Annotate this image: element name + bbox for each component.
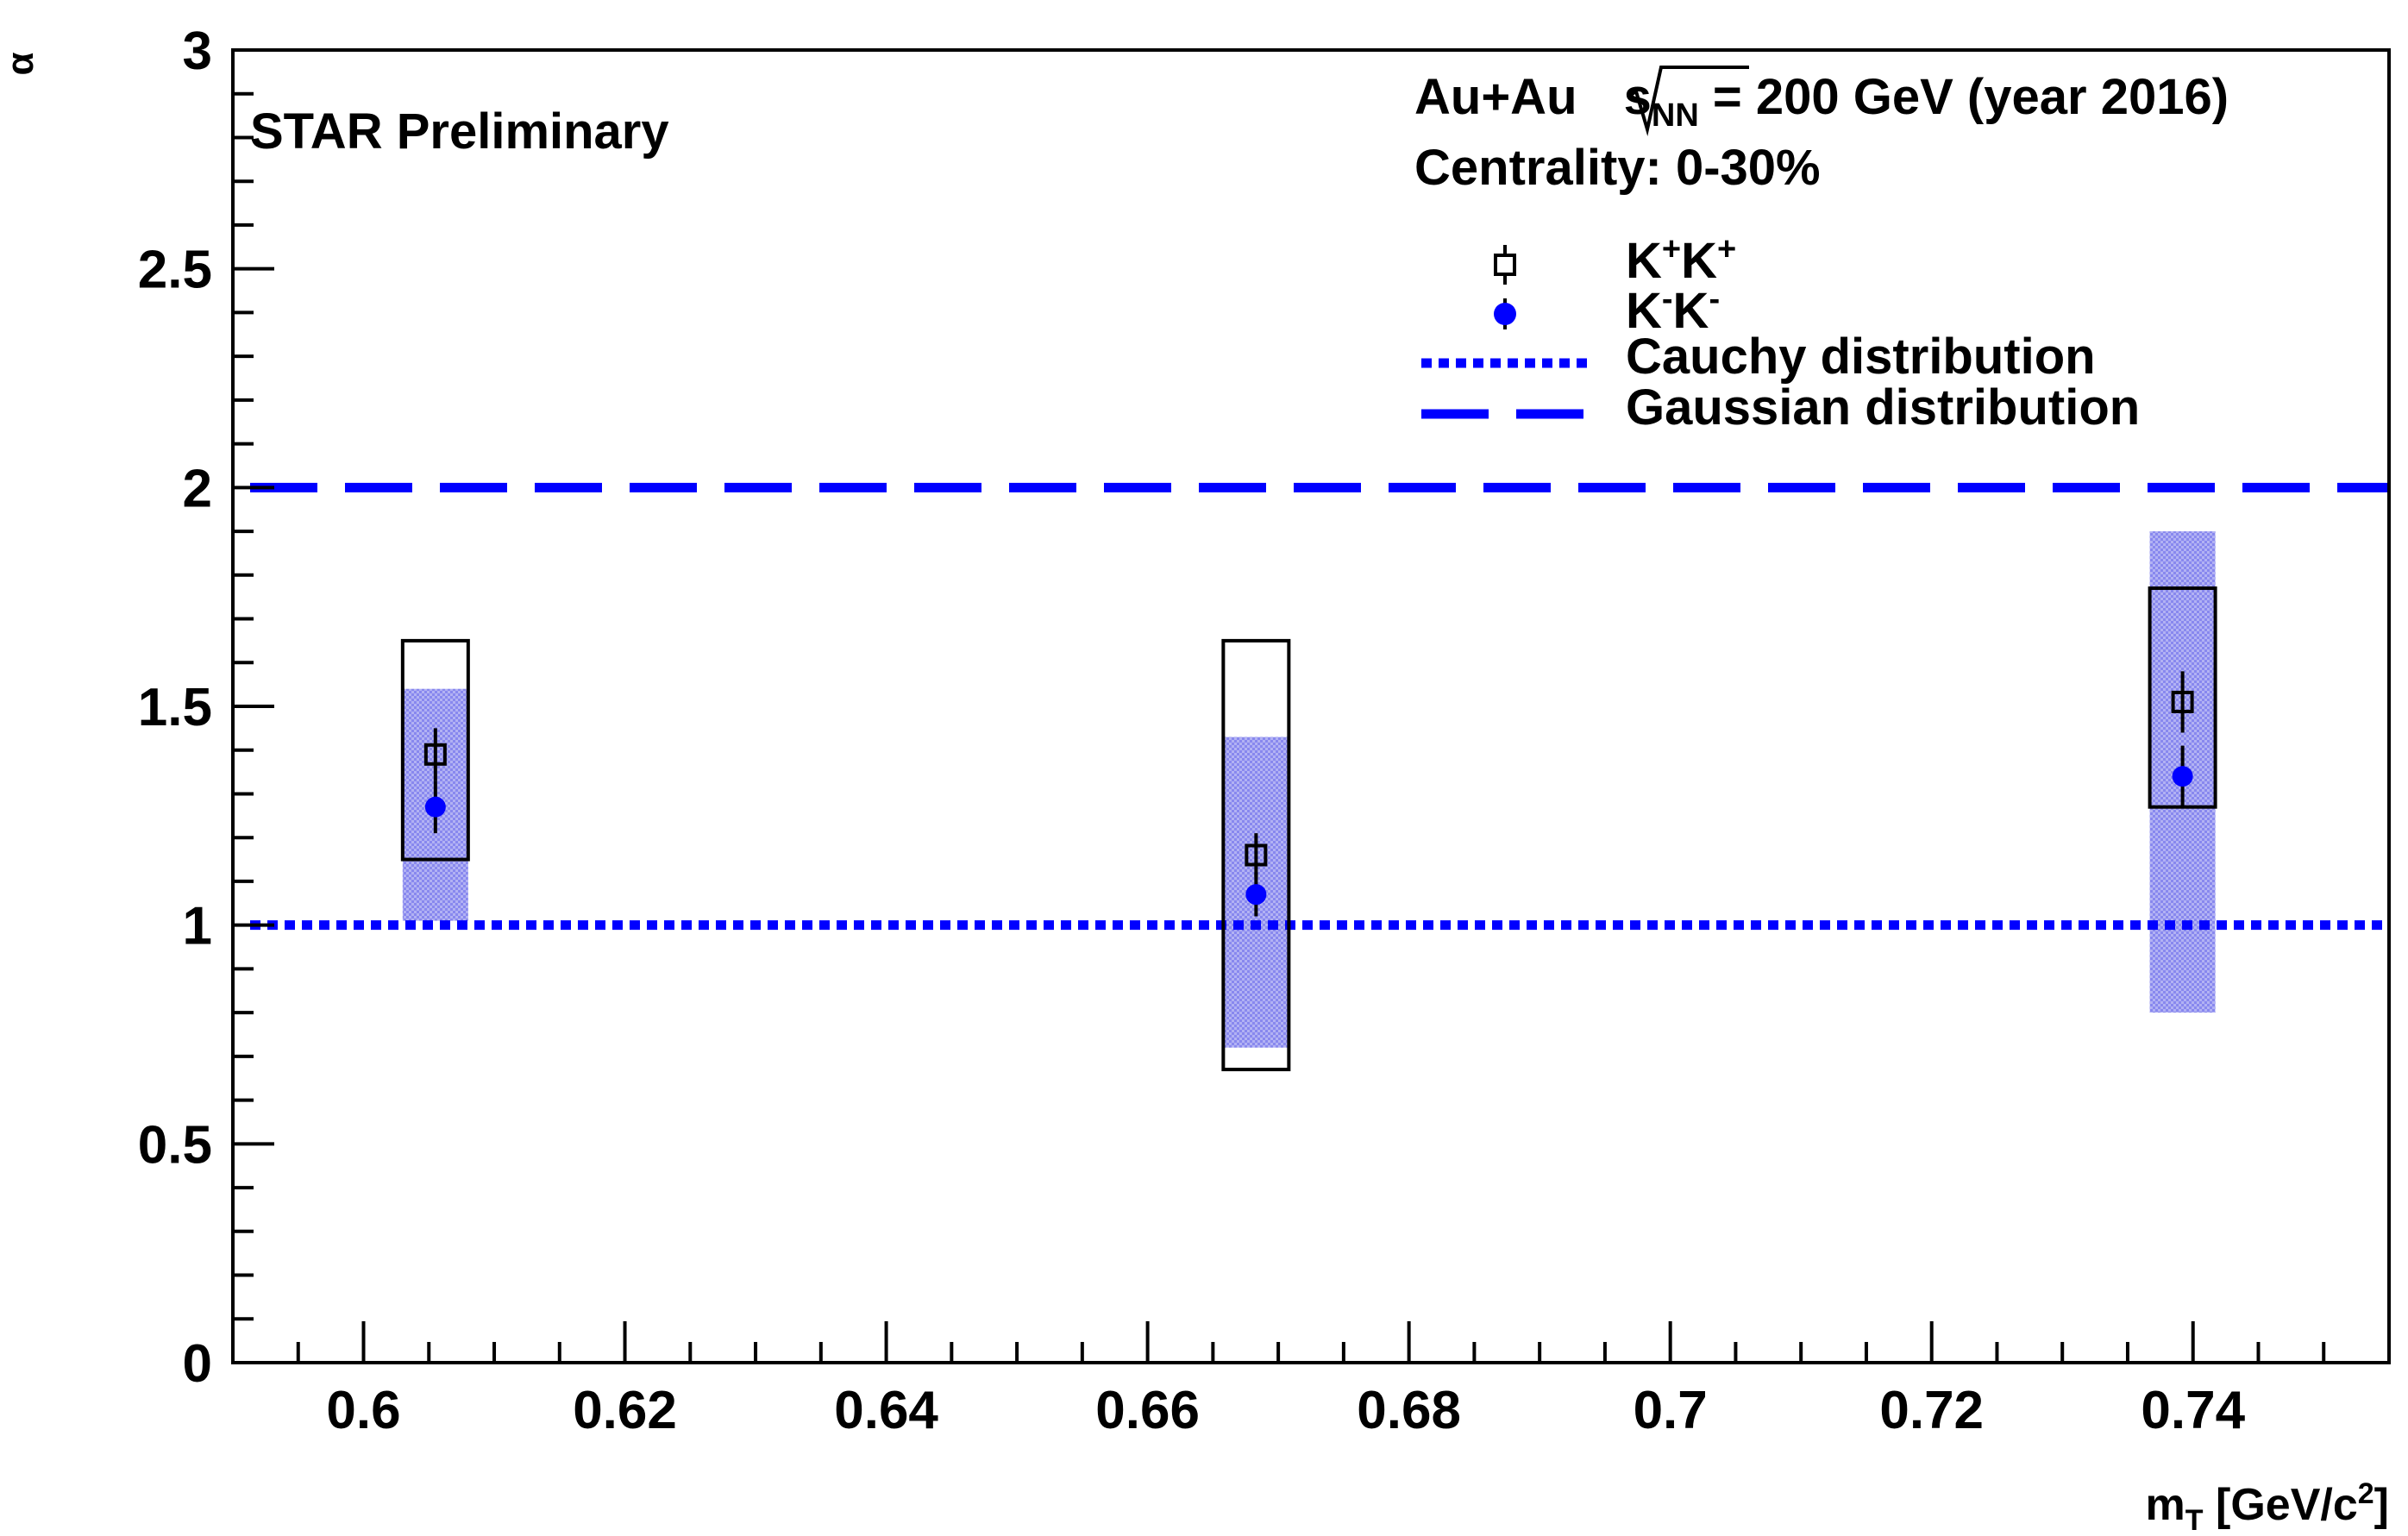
y-tick-label-3: 1.5 [138,678,212,737]
kminus-point-1 [1245,884,1267,906]
axes-box [231,48,2391,1364]
y-tick-label-1: 0.5 [138,1115,212,1175]
x-tick-label-4: 0.68 [1357,1381,1461,1440]
kplus-sys-box-0 [400,638,470,862]
legend-cauchy-label: Cauchy distribution [1626,329,2096,385]
kplus-point-0 [423,743,447,766]
legend-gaussian-label: Gaussian distribution [1626,379,2140,436]
legend-kplus-marker-icon [1494,254,1516,276]
legend-entry-kminus: K-K- [1494,281,1720,339]
legend-entry-gaussian: Gaussian distribution [1421,379,2140,436]
x-tick-label-5: 0.7 [1634,1381,1708,1440]
kplus-sys-box-2 [2148,586,2217,809]
centrality-label: Centrality: 0-30% [1414,140,1821,196]
y-tick-label-5: 2.5 [138,241,212,300]
x-axis-label: mT [GeV/c2] [2146,1477,2389,1536]
x-tick-label-3: 0.66 [1095,1381,1200,1440]
legend-entry-kplus: K+K+ [1494,231,1736,289]
kplus-point-1 [1245,843,1268,867]
kminus-point-2 [2172,766,2193,787]
legend: K+K+ K-K- Cauchy distribution Gaussian d… [1421,231,2140,436]
y-tick-label-4: 2 [183,459,212,518]
x-tick-label-2: 0.64 [834,1381,938,1440]
collision-system-label: Au+Au sNN = 200 GeV (year 2016) [1414,69,2229,134]
legend-kminus-label: K-K- [1626,281,1720,339]
x-axis-ticks: 0.6 0.62 0.64 0.66 0.68 0.7 0.72 0.74 [231,1321,2391,1440]
reference-lines [250,482,2387,931]
data-points [423,671,2194,917]
x-tick-label-6: 0.72 [1879,1381,1984,1440]
legend-kplus-label: K+K+ [1626,231,1736,289]
kplus-point-2 [2171,690,2194,713]
y-tick-label-6: 3 [183,22,212,81]
legend-entry-cauchy: Cauchy distribution [1421,329,2096,385]
x-tick-label-7: 0.74 [2141,1381,2245,1440]
legend-kminus-marker-icon [1494,303,1516,325]
kplus-sys-box-1 [1221,638,1291,1072]
systematic-bands [402,531,2216,1048]
sqrt-sign-icon [1627,66,1749,136]
x-tick-label-0: 0.6 [326,1381,400,1440]
y-tick-label-2: 1 [183,897,212,956]
x-tick-label-1: 0.62 [573,1381,677,1440]
systematic-boxes [400,586,2217,1072]
y-tick-label-0: 0 [183,1334,212,1394]
y-axis-label: α [0,52,41,75]
y-axis-ticks: 0 0.5 1 1.5 2 2.5 3 [138,22,274,1394]
plot-frame [231,48,2391,1364]
kminus-point-0 [424,796,446,818]
star-preliminary-label: STAR Preliminary [250,103,669,160]
